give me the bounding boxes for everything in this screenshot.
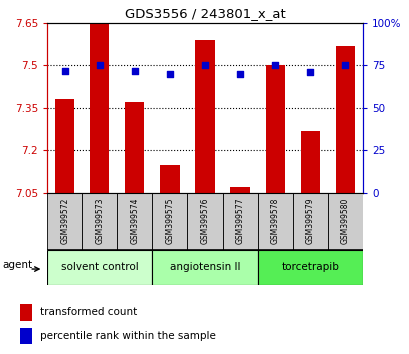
Text: GSM399580: GSM399580 bbox=[340, 198, 349, 245]
Text: GSM399572: GSM399572 bbox=[60, 198, 69, 245]
Text: percentile rank within the sample: percentile rank within the sample bbox=[40, 331, 215, 341]
Text: GSM399579: GSM399579 bbox=[305, 198, 314, 245]
Bar bbox=[257, 193, 292, 250]
Point bbox=[271, 63, 278, 68]
Point bbox=[166, 71, 173, 77]
Point bbox=[61, 68, 68, 73]
Bar bbox=[117, 193, 152, 250]
Text: GSM399575: GSM399575 bbox=[165, 198, 174, 245]
Point bbox=[341, 63, 348, 68]
Point bbox=[131, 68, 138, 73]
Bar bbox=[230, 187, 249, 193]
Bar bbox=[47, 193, 82, 250]
Bar bbox=[125, 102, 144, 193]
Text: torcetrapib: torcetrapib bbox=[281, 262, 338, 272]
Bar bbox=[160, 165, 179, 193]
Point bbox=[236, 71, 243, 77]
Bar bbox=[292, 193, 327, 250]
Bar bbox=[195, 40, 214, 193]
Point bbox=[96, 63, 103, 68]
Bar bbox=[300, 131, 319, 193]
Bar bbox=[265, 65, 284, 193]
Bar bbox=[152, 193, 187, 250]
Text: GSM399578: GSM399578 bbox=[270, 198, 279, 245]
Bar bbox=[90, 23, 109, 193]
Bar bbox=[327, 193, 362, 250]
Bar bbox=[20, 328, 32, 344]
Bar bbox=[20, 304, 32, 321]
Bar bbox=[335, 46, 354, 193]
Text: GSM399577: GSM399577 bbox=[235, 198, 244, 245]
Bar bbox=[82, 193, 117, 250]
Text: agent: agent bbox=[2, 261, 32, 270]
Bar bbox=[187, 193, 222, 250]
Point bbox=[306, 69, 313, 75]
Bar bbox=[152, 250, 257, 285]
Title: GDS3556 / 243801_x_at: GDS3556 / 243801_x_at bbox=[124, 7, 285, 21]
Text: transformed count: transformed count bbox=[40, 308, 137, 318]
Bar bbox=[55, 99, 74, 193]
Point bbox=[201, 63, 208, 68]
Text: GSM399576: GSM399576 bbox=[200, 198, 209, 245]
Text: solvent control: solvent control bbox=[61, 262, 138, 272]
Text: angiotensin II: angiotensin II bbox=[169, 262, 240, 272]
Text: GSM399573: GSM399573 bbox=[95, 198, 104, 245]
Text: GSM399574: GSM399574 bbox=[130, 198, 139, 245]
Bar bbox=[222, 193, 257, 250]
Bar bbox=[47, 250, 152, 285]
Bar bbox=[257, 250, 362, 285]
